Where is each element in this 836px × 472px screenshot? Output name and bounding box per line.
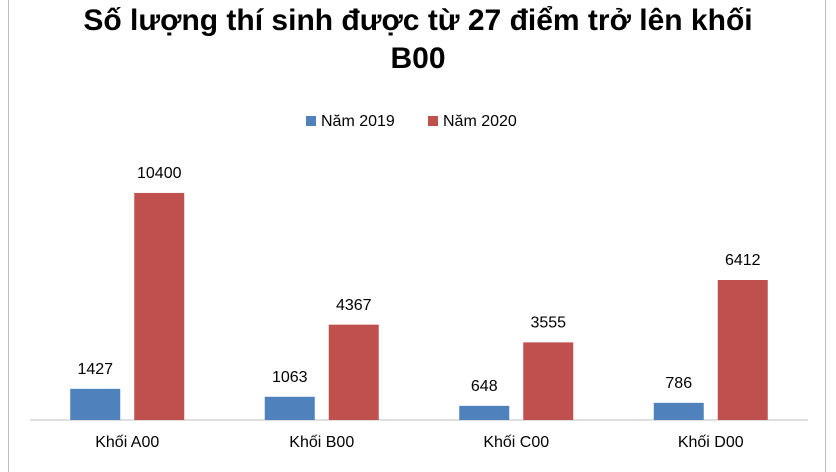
data-label: 648 — [471, 378, 498, 395]
bar — [264, 396, 315, 420]
data-label: 1427 — [77, 361, 113, 378]
x-tick-label: Khối A00 — [95, 434, 159, 451]
x-tick-label: Khối D00 — [678, 434, 744, 451]
legend-swatch — [306, 116, 316, 126]
data-label: 10400 — [137, 165, 182, 182]
bar — [717, 280, 768, 420]
bar — [328, 324, 379, 420]
data-label: 4367 — [336, 297, 372, 314]
chart-title: Số lượng thí sinh được từ 27 điểm trở lê… — [83, 4, 753, 75]
bar — [523, 342, 574, 420]
bar — [134, 192, 185, 420]
bar — [459, 405, 510, 420]
legend-label: Năm 2019 — [321, 113, 395, 130]
data-label: 3555 — [530, 315, 566, 332]
bar — [70, 388, 121, 420]
data-label: 6412 — [725, 252, 761, 269]
x-tick-label: Khối C00 — [483, 434, 549, 451]
data-label: 1063 — [272, 369, 308, 386]
bar — [653, 402, 704, 420]
x-tick-label: Khối B00 — [289, 434, 354, 451]
chart-border — [8, 0, 826, 472]
data-label: 786 — [665, 375, 692, 392]
legend-swatch — [428, 116, 438, 126]
legend-label: Năm 2020 — [443, 113, 517, 130]
